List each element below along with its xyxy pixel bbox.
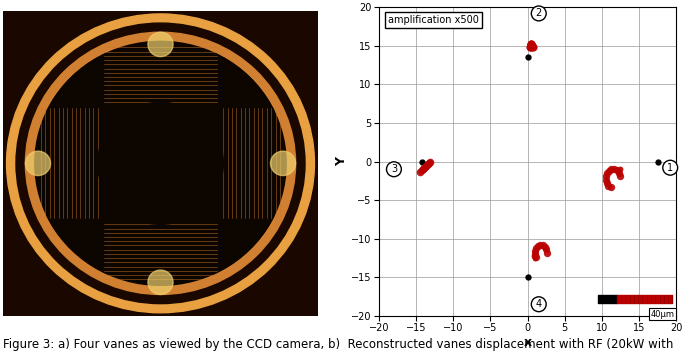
Circle shape [25, 151, 51, 176]
Circle shape [148, 270, 173, 294]
Point [417, 167, 428, 173]
Point [418, 166, 429, 171]
Circle shape [25, 32, 296, 294]
Wedge shape [46, 188, 275, 285]
Point [600, 174, 611, 179]
Point [542, 250, 553, 256]
Point [615, 173, 626, 179]
Point [601, 180, 612, 186]
Point [602, 170, 613, 176]
Point [605, 184, 616, 190]
Point [529, 255, 540, 261]
Point [525, 42, 536, 48]
Circle shape [148, 32, 173, 57]
Point [609, 167, 619, 172]
Point [531, 254, 542, 260]
Point [527, 44, 538, 50]
Point [415, 169, 426, 175]
Text: 4: 4 [535, 299, 542, 309]
Point [424, 159, 435, 165]
Point [526, 44, 537, 49]
Point [530, 248, 541, 254]
Wedge shape [46, 41, 275, 139]
Point [528, 253, 539, 258]
Point [423, 161, 434, 167]
Text: 2: 2 [535, 8, 542, 19]
Point [423, 160, 434, 166]
Circle shape [98, 102, 223, 224]
Point [541, 246, 552, 252]
Wedge shape [186, 53, 286, 274]
Circle shape [7, 14, 314, 313]
Point [606, 167, 617, 172]
Point [535, 242, 546, 248]
Point [540, 244, 550, 250]
Point [419, 164, 430, 170]
Point [525, 41, 536, 46]
Point [527, 43, 538, 49]
Y-axis label: Y: Y [335, 157, 348, 166]
Circle shape [16, 23, 305, 303]
Point [615, 166, 626, 172]
Point [600, 177, 611, 183]
Point [530, 251, 541, 257]
Point [538, 242, 548, 248]
Text: 40μm: 40μm [651, 310, 675, 319]
Circle shape [270, 151, 296, 176]
Point [526, 41, 537, 47]
Point [421, 163, 432, 168]
Point [525, 44, 535, 50]
Text: Figure 3: a) Four vanes as viewed by the CCD camera, b)  Reconstructed vanes dis: Figure 3: a) Four vanes as viewed by the… [3, 338, 678, 351]
Text: amplification x500: amplification x500 [388, 15, 479, 25]
Point [611, 168, 622, 174]
X-axis label: x: x [524, 336, 531, 349]
Point [421, 163, 432, 169]
Text: 1: 1 [667, 163, 673, 173]
Point [531, 245, 542, 251]
Point [417, 166, 428, 172]
Point [603, 168, 614, 174]
Point [613, 170, 624, 176]
Point [603, 183, 614, 188]
Wedge shape [35, 53, 135, 274]
Text: 3: 3 [391, 164, 397, 174]
Point [533, 243, 544, 249]
